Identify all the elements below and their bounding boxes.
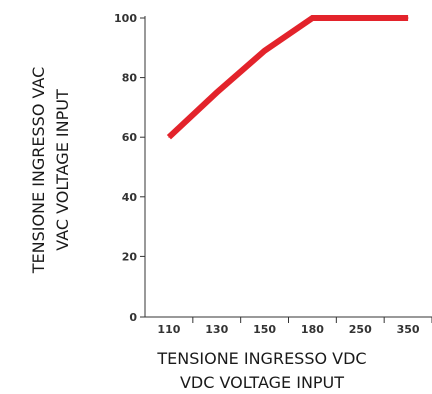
y-tick-label: 0 (129, 311, 137, 324)
y-tick-label: 40 (122, 191, 138, 204)
data-point (168, 136, 170, 138)
x-axis-ticks: 110 130 150 180 250 350 (157, 317, 432, 336)
y-tick-label: 100 (114, 12, 137, 25)
y-axis-title-line-1: TENSIONE INGRESSO VAC (29, 67, 48, 275)
x-axis-title-line-2: VDC VOLTAGE INPUT (180, 373, 344, 392)
series-line (166, 15, 409, 140)
y-axis-ticks: 0 20 40 60 80 100 (114, 12, 145, 324)
y-tick-label: 80 (122, 72, 138, 85)
chart-series (166, 15, 409, 140)
y-tick-label: 20 (122, 250, 138, 263)
data-point (359, 17, 361, 19)
x-tick-label: 350 (397, 323, 420, 336)
y-tick-label: 60 (122, 131, 138, 144)
x-axis-title-line-1: TENSIONE INGRESSO VDC (156, 349, 366, 368)
chart-axes (144, 16, 432, 318)
y-axis-title-line-2: VAC VOLTAGE INPUT (53, 89, 72, 251)
data-point (216, 92, 218, 93)
x-tick-label: 150 (253, 323, 276, 336)
x-tick-label: 110 (157, 323, 180, 336)
data-point (407, 17, 409, 19)
x-tick-label: 130 (205, 323, 228, 336)
x-tick-label: 180 (301, 323, 324, 336)
x-tick-label: 250 (349, 323, 372, 336)
data-point (264, 50, 266, 52)
data-point (311, 17, 313, 19)
